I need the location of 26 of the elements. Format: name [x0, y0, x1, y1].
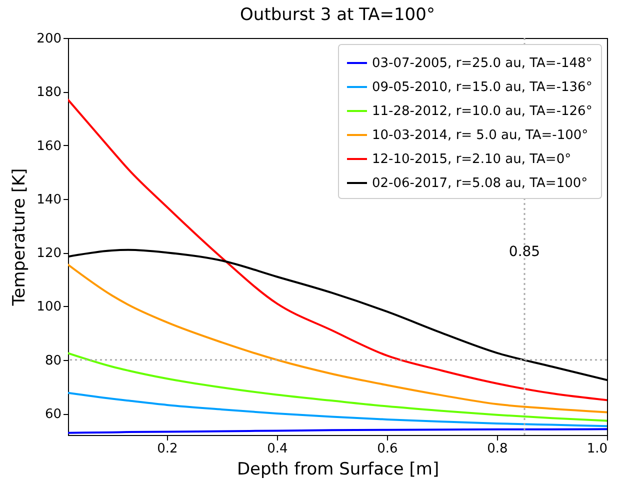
- y-tick-label: 200: [36, 32, 62, 46]
- y-tick-label: 160: [36, 138, 62, 154]
- legend-label: 10-03-2014, r= 5.0 au, TA=-100°: [372, 128, 588, 143]
- legend-label: 12-10-2015, r=2.10 au, TA=0°: [372, 152, 572, 167]
- x-tick-label: 0.8: [487, 442, 508, 456]
- y-tick-label: 80: [44, 353, 62, 368]
- legend-label: 09-05-2010, r=15.0 au, TA=-136°: [372, 80, 592, 95]
- y-tick-label: 120: [36, 246, 62, 262]
- line-series: [68, 264, 607, 414]
- y-tick-label: 180: [36, 85, 62, 100]
- x-axis-title: Depth from Surface [m]: [236, 460, 440, 480]
- y-tick-label: 140: [36, 192, 62, 208]
- legend-label: 11-28-2012, r=10.0 au, TA=-126°: [372, 104, 592, 119]
- line-series: [68, 392, 607, 428]
- y-tick-label: 100: [36, 300, 62, 315]
- x-tick-label: 1.0: [586, 442, 608, 456]
- x-tick-label: 0.4: [267, 442, 288, 456]
- x-tick-label: 0.6: [377, 442, 398, 456]
- y-tick-label: 60: [44, 407, 62, 422]
- ref-line-label: 0.85: [508, 244, 540, 260]
- chart-title: Outburst 3 at TA=100°: [240, 5, 435, 25]
- x-tick-label: 0.2: [157, 442, 178, 456]
- legend-label: 02-06-2017, r=5.08 au, TA=100°: [372, 176, 588, 191]
- legend-label: 03-07-2005, r=25.0 au, TA=-148°: [372, 56, 592, 71]
- y-axis-title: Temperature [K]: [10, 168, 30, 307]
- line-series: [68, 352, 607, 422]
